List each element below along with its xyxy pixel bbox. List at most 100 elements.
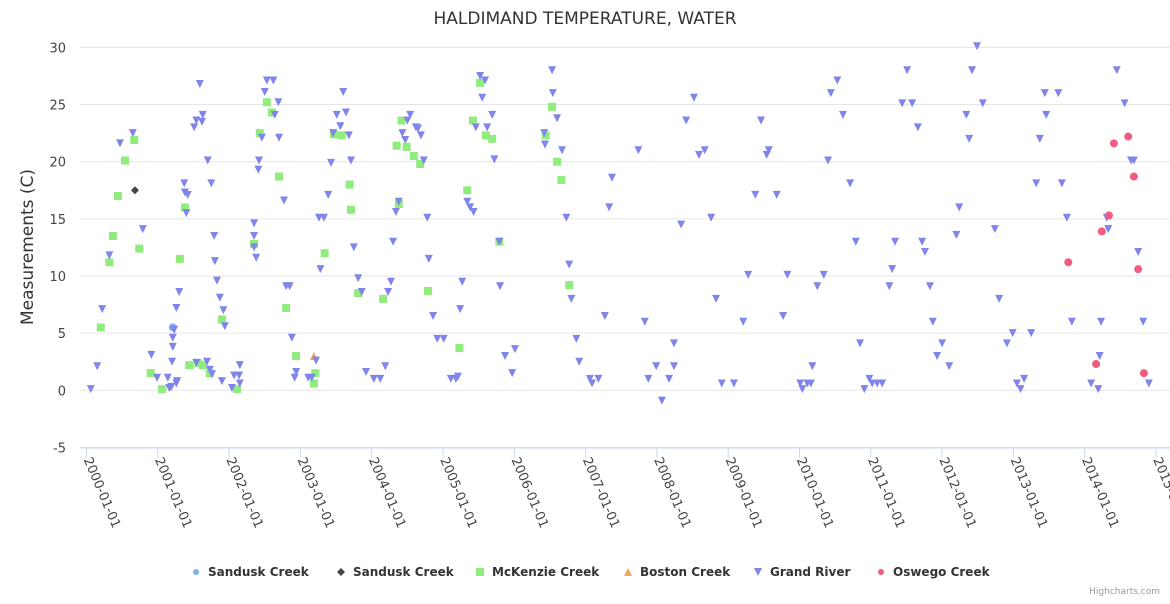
data-point [694, 150, 703, 159]
data-point [403, 116, 412, 125]
data-point [796, 379, 805, 388]
data-point [311, 369, 320, 378]
data-point [130, 186, 139, 195]
data-point [198, 117, 207, 126]
x-tick-label: 2001-01-01 [151, 455, 194, 530]
data-point [275, 172, 284, 181]
data-point [217, 377, 226, 386]
data-point [381, 362, 390, 371]
data-point [290, 373, 299, 382]
data-point [280, 196, 289, 205]
data-point [389, 237, 398, 246]
data-point [567, 294, 576, 303]
legend-item[interactable]: Sandusk Creek [337, 565, 455, 579]
data-point [908, 99, 917, 108]
data-point [105, 251, 114, 260]
legend-label[interactable]: Sandusk Creek [208, 565, 310, 579]
data-point [419, 156, 428, 165]
data-point [495, 237, 504, 246]
data-point [207, 370, 216, 379]
data-point [198, 361, 207, 370]
legend-item[interactable]: Sandusk Creek [193, 565, 310, 579]
data-point [490, 155, 499, 164]
data-point [332, 110, 341, 119]
credits-link[interactable]: Highcharts.com [1089, 587, 1160, 597]
data-point [729, 379, 738, 388]
data-point [1139, 317, 1148, 326]
data-point [414, 124, 423, 133]
data-point [888, 265, 897, 274]
data-point [700, 146, 709, 155]
data-point [255, 129, 264, 138]
x-tick-label: 2009-01-01 [722, 455, 765, 530]
legend-item[interactable]: Boston Creek [624, 565, 731, 579]
legend-item[interactable]: McKenzie Creek [476, 565, 600, 579]
data-point [764, 146, 773, 155]
data-point [846, 179, 855, 188]
y-tick-label: 15 [49, 213, 66, 228]
data-point [183, 190, 192, 199]
legend-label[interactable]: Sandusk Creek [353, 565, 455, 579]
data-point [409, 151, 418, 160]
legend-symbol-icon [193, 569, 199, 575]
y-tick-label: 0 [58, 384, 66, 399]
data-point [1057, 179, 1066, 188]
data-point [168, 342, 177, 351]
legend-item[interactable]: Oswego Creek [878, 565, 991, 579]
data-point [798, 385, 807, 394]
data-point [320, 249, 329, 258]
legend-label[interactable]: Boston Creek [640, 565, 731, 579]
data-point [1124, 132, 1133, 141]
data-point [469, 207, 478, 216]
data-point [806, 379, 815, 388]
data-point [1109, 139, 1118, 148]
data-point [1097, 227, 1106, 236]
legend-label[interactable]: Grand River [770, 565, 850, 579]
data-point [1002, 339, 1011, 348]
data-point [347, 156, 356, 165]
legend-label[interactable]: Oswego Creek [893, 565, 991, 579]
x-axis: 2000-01-01 2001-01-01 2002-01-01 2003-01-01… [80, 447, 1170, 531]
data-point [98, 305, 107, 314]
data-point [439, 334, 448, 343]
data-point [250, 219, 259, 228]
data-point [369, 374, 378, 383]
data-point [397, 116, 406, 125]
data-point [402, 142, 411, 151]
data-point [1134, 265, 1143, 274]
data-point [456, 305, 465, 314]
data-point [257, 133, 266, 142]
data-point [287, 333, 296, 342]
data-point [292, 352, 301, 361]
data-point [292, 368, 301, 377]
x-tick-label: 2003-01-01 [294, 455, 337, 530]
data-point [254, 165, 263, 174]
data-point [670, 339, 679, 348]
data-point [885, 282, 894, 291]
data-point [250, 231, 259, 240]
series-mckenzie-creek [96, 78, 574, 394]
data-point [1120, 99, 1129, 108]
data-point [1087, 379, 1096, 388]
data-point [138, 225, 147, 234]
data-point [968, 66, 977, 75]
data-point [541, 131, 550, 140]
data-point [481, 131, 490, 140]
data-point [540, 140, 549, 149]
data-point [235, 371, 244, 380]
data-point [938, 339, 947, 348]
x-tick-label: 2008-01-01 [650, 455, 693, 530]
x-tick-label: 2011-01-01 [864, 455, 907, 530]
data-point [808, 362, 817, 371]
legend-label[interactable]: McKenzie Creek [492, 565, 600, 579]
data-point [336, 122, 345, 131]
data-point [1042, 110, 1051, 119]
data-point [173, 377, 182, 386]
data-point [180, 179, 189, 188]
data-point [307, 373, 316, 382]
data-point [657, 396, 666, 405]
data-point [269, 76, 278, 85]
data-point [215, 293, 224, 302]
data-point [210, 231, 219, 240]
legend-item[interactable]: Grand River [754, 565, 850, 579]
